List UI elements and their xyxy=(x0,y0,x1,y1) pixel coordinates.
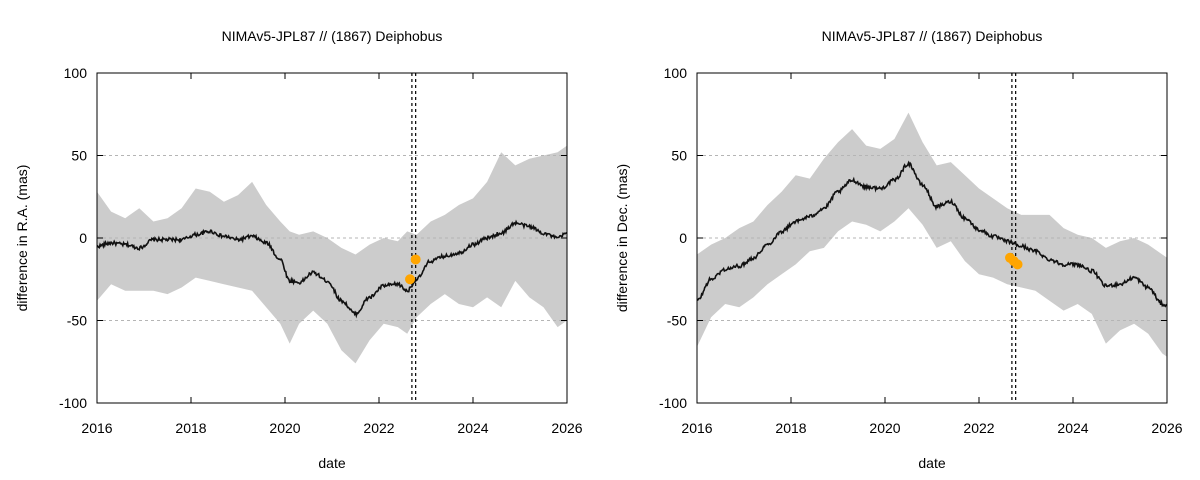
dec-y-axis-label: difference in Dec. (mas) xyxy=(614,164,630,312)
ra-y-axis-label: difference in R.A. (mas) xyxy=(14,165,30,312)
ra-difference-chart: NIMAv5-JPL87 // (1867) Deiphobus date di… xyxy=(14,28,583,471)
ra-plot-area xyxy=(97,73,567,403)
ra-x-tick-label: 2016 xyxy=(81,420,112,436)
dec-y-tick-label: 50 xyxy=(671,148,687,164)
ra-observation-point xyxy=(405,274,416,285)
dec-uncertainty-band xyxy=(697,112,1167,357)
ra-y-tick-label: 50 xyxy=(71,148,87,164)
dec-y-tick-label: 100 xyxy=(664,65,688,81)
dec-x-tick-label: 2022 xyxy=(963,420,994,436)
dec-x-axis-label: date xyxy=(918,455,945,471)
ra-x-tick-label: 2018 xyxy=(175,420,206,436)
dec-observation-point xyxy=(1012,259,1023,270)
ra-x-tick-label: 2024 xyxy=(457,420,488,436)
ra-x-axis-label: date xyxy=(318,455,345,471)
dec-x-tick-label: 2026 xyxy=(1151,420,1182,436)
dec-x-tick-label: 2020 xyxy=(869,420,900,436)
ra-difference-line xyxy=(97,219,567,319)
dec-difference-line xyxy=(697,160,1167,308)
ra-y-tick-label: -100 xyxy=(59,395,87,411)
ra-x-tick-label: 2020 xyxy=(269,420,300,436)
ra-y-tick-label: -50 xyxy=(67,313,87,329)
ra-y-tick-label: 100 xyxy=(64,65,88,81)
ra-chart-title: NIMAv5-JPL87 // (1867) Deiphobus xyxy=(222,28,443,44)
ra-uncertainty-band xyxy=(97,145,567,364)
dec-x-tick-label: 2016 xyxy=(681,420,712,436)
dec-y-tick-label: -50 xyxy=(667,313,687,329)
dec-x-tick-label: 2018 xyxy=(775,420,806,436)
ra-x-tick-label: 2026 xyxy=(551,420,582,436)
dec-y-tick-label: -100 xyxy=(659,395,687,411)
ra-y-tick-label: 0 xyxy=(79,230,87,246)
ra-observation-point xyxy=(410,254,421,265)
dec-chart-title: NIMAv5-JPL87 // (1867) Deiphobus xyxy=(822,28,1043,44)
dec-x-tick-label: 2024 xyxy=(1057,420,1088,436)
dec-difference-chart: NIMAv5-JPL87 // (1867) Deiphobus date di… xyxy=(614,28,1183,471)
dec-plot-area xyxy=(697,73,1167,403)
dec-y-tick-label: 0 xyxy=(679,230,687,246)
ra-x-tick-label: 2022 xyxy=(363,420,394,436)
